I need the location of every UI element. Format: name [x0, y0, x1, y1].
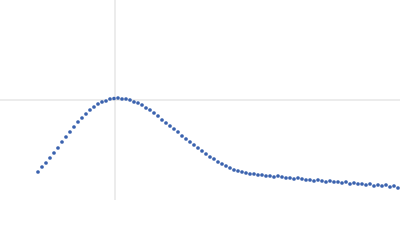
point: [232, 168, 236, 172]
point: [236, 169, 240, 173]
point: [224, 164, 228, 168]
point: [364, 183, 368, 187]
point: [208, 155, 212, 159]
point: [352, 181, 356, 185]
point: [256, 173, 260, 177]
point: [268, 174, 272, 178]
point: [284, 176, 288, 180]
point: [216, 160, 220, 164]
point: [156, 114, 160, 118]
point: [316, 178, 320, 182]
point: [204, 152, 208, 156]
point: [144, 106, 148, 110]
point: [64, 135, 68, 139]
point: [252, 172, 256, 176]
point: [40, 165, 44, 169]
point: [100, 100, 104, 104]
point: [380, 184, 384, 188]
point: [120, 97, 124, 101]
point: [368, 182, 372, 186]
point: [392, 184, 396, 188]
point: [136, 101, 140, 105]
point: [328, 179, 332, 183]
point: [116, 96, 120, 100]
point: [96, 102, 100, 106]
point: [228, 166, 232, 170]
point: [132, 100, 136, 104]
point: [388, 185, 392, 189]
point: [296, 176, 300, 180]
point: [396, 186, 400, 190]
point: [112, 96, 116, 101]
chart: [0, 0, 400, 200]
point: [128, 98, 132, 102]
point: [280, 175, 284, 179]
point: [148, 108, 152, 112]
point: [376, 183, 380, 187]
point: [160, 118, 164, 122]
point: [244, 171, 248, 175]
point: [56, 146, 60, 150]
point: [168, 124, 172, 128]
point: [180, 134, 184, 138]
point: [300, 177, 304, 181]
point: [304, 178, 308, 182]
point: [80, 116, 84, 120]
point: [196, 146, 200, 150]
point: [104, 99, 108, 103]
point: [332, 180, 336, 184]
point: [176, 130, 180, 134]
point: [36, 170, 40, 174]
point: [44, 161, 48, 165]
point: [188, 140, 192, 144]
point: [72, 125, 76, 129]
point: [84, 112, 88, 116]
point: [308, 178, 312, 182]
point: [312, 179, 316, 183]
point: [384, 183, 388, 187]
point: [344, 180, 348, 184]
point: [88, 108, 92, 112]
point: [272, 175, 276, 179]
point: [276, 174, 280, 178]
point: [152, 111, 156, 115]
point: [264, 174, 268, 178]
point: [60, 140, 64, 144]
point: [192, 143, 196, 147]
point: [248, 172, 252, 176]
point: [164, 121, 168, 125]
point: [140, 103, 144, 107]
point: [260, 173, 264, 177]
point: [124, 97, 128, 101]
point: [212, 157, 216, 161]
point: [292, 177, 296, 181]
point: [172, 127, 176, 131]
point: [360, 182, 364, 186]
point: [68, 130, 72, 134]
point: [76, 120, 80, 124]
point: [320, 179, 324, 183]
point: [288, 176, 292, 180]
point: [340, 181, 344, 185]
point: [52, 151, 56, 155]
point: [92, 105, 96, 109]
point: [324, 180, 328, 184]
point: [356, 182, 360, 186]
point: [372, 184, 376, 188]
point: [108, 97, 112, 101]
point: [348, 182, 352, 186]
point: [48, 156, 52, 160]
point: [200, 149, 204, 153]
point: [240, 170, 244, 174]
point: [184, 137, 188, 141]
point: [336, 180, 340, 184]
point: [220, 162, 224, 166]
